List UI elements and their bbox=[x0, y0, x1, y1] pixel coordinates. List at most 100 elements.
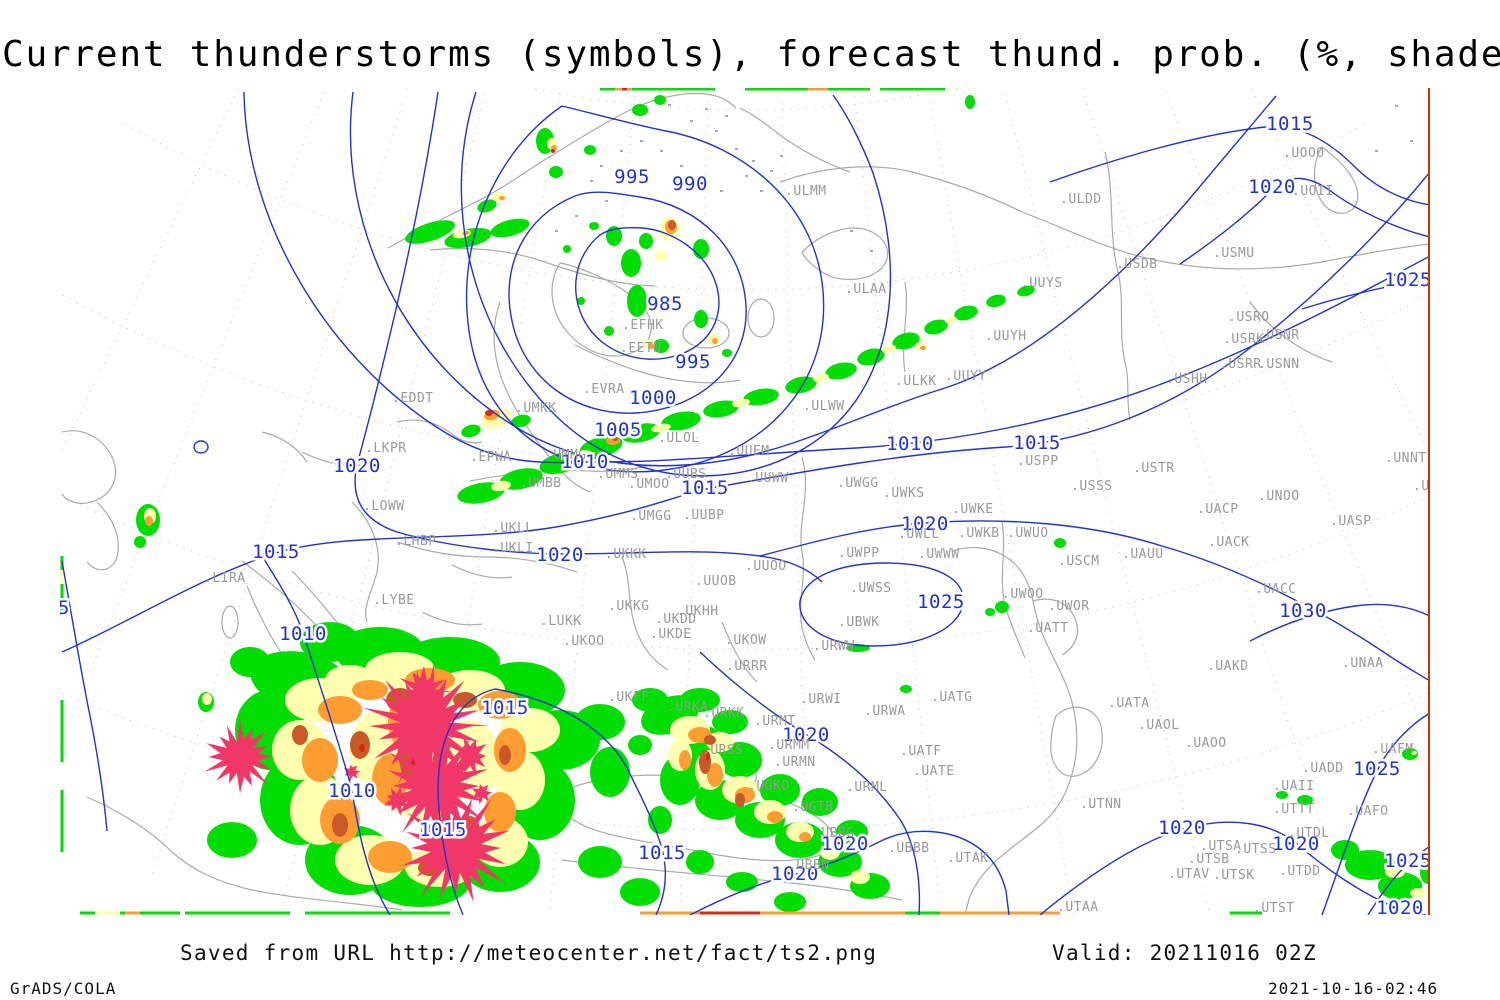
isobar-1010 bbox=[243, 91, 1430, 464]
terrain-speck bbox=[705, 108, 708, 110]
prob-shading-y bbox=[732, 398, 750, 408]
station-label: .UATE bbox=[913, 764, 955, 779]
saved-from-url-text: Saved from URL http://meteocenter.net/fa… bbox=[180, 941, 878, 965]
station-label: .USDB bbox=[1116, 257, 1158, 272]
station-label: .UAII bbox=[1273, 779, 1315, 794]
terrain-speck bbox=[660, 150, 663, 152]
station-label: .UADD bbox=[1302, 761, 1344, 776]
station-label: .UKLI bbox=[492, 541, 534, 556]
terrain-speck bbox=[575, 215, 578, 217]
coastline bbox=[799, 456, 816, 661]
station-label: .UMOO bbox=[628, 477, 670, 492]
prob-shading-g bbox=[695, 358, 707, 368]
graticule-meridian bbox=[853, 88, 942, 915]
prob-shading-g bbox=[461, 424, 481, 438]
coastline bbox=[493, 301, 591, 493]
isobar-label: 1025 bbox=[1353, 758, 1401, 780]
prob-shading-g bbox=[490, 218, 530, 238]
station-label: .UWGG bbox=[837, 476, 879, 491]
isobar-1030 bbox=[1249, 603, 1430, 642]
station-label: .UNAA bbox=[1342, 656, 1384, 671]
prob-shading-b bbox=[350, 731, 370, 759]
station-label: .UBBG bbox=[813, 826, 855, 841]
terrain-speck bbox=[605, 200, 608, 202]
station-label: .LHBP bbox=[395, 534, 437, 549]
coastline bbox=[1032, 598, 1079, 656]
station-label: .UNOO bbox=[1258, 489, 1300, 504]
station-label: .UKHH bbox=[677, 604, 719, 619]
prob-shading-r bbox=[359, 744, 365, 752]
station-label: .UKOW bbox=[725, 633, 767, 648]
station-label: .UUEM bbox=[728, 444, 770, 459]
station-label: .UMMS bbox=[597, 467, 639, 482]
isobar-label: 1010 bbox=[279, 623, 327, 645]
station-label: .UNBB bbox=[1413, 479, 1455, 494]
prob-shading-g bbox=[1017, 285, 1035, 297]
coastline bbox=[421, 611, 483, 626]
station-label: .ULOL bbox=[658, 431, 700, 446]
valid-time-text: Valid: 20211016 02Z bbox=[1052, 941, 1317, 965]
coastline bbox=[429, 247, 656, 287]
isobar-label: 1015 bbox=[419, 819, 467, 841]
station-label: .URKA bbox=[667, 700, 709, 715]
isobar-label: 1030 bbox=[1279, 600, 1327, 622]
coastline bbox=[747, 298, 775, 338]
station-label: .USTR bbox=[1133, 461, 1175, 476]
isobar-label: 1015 bbox=[638, 842, 686, 864]
prob-shading-g bbox=[578, 846, 622, 878]
prob-shading-g bbox=[825, 362, 857, 380]
station-label: .UTSA bbox=[1200, 839, 1242, 854]
prob-shading-g bbox=[1345, 850, 1395, 880]
prob-shading-g bbox=[836, 820, 868, 844]
isobar-1025 bbox=[1367, 845, 1430, 915]
station-label: .UACC bbox=[1255, 582, 1297, 597]
prob-shading-g bbox=[1276, 791, 1288, 799]
coastline bbox=[1104, 151, 1131, 421]
prob-shading-o bbox=[712, 338, 718, 344]
station-label: .LKPR bbox=[365, 441, 407, 456]
station-label: .USRK bbox=[1223, 332, 1265, 347]
coastline bbox=[682, 317, 730, 349]
isobar-label: 1005 bbox=[594, 419, 642, 441]
station-label: .UKKK bbox=[605, 547, 647, 562]
prob-shading-g bbox=[654, 95, 666, 105]
coastline bbox=[61, 430, 117, 504]
station-label: .USCM bbox=[1058, 554, 1100, 569]
station-label: .UUBP bbox=[683, 508, 725, 523]
coastline bbox=[1313, 146, 1359, 214]
coastline bbox=[387, 92, 737, 249]
prob-shading-g bbox=[743, 388, 779, 406]
station-label: .EPWA bbox=[470, 450, 512, 465]
terrain-speck bbox=[590, 180, 593, 182]
prob-shading-g bbox=[577, 297, 585, 305]
prob-shading-o bbox=[145, 516, 153, 526]
station-label: .URMT bbox=[754, 714, 796, 729]
station-label: .UOII bbox=[1292, 184, 1334, 199]
terrain-speck bbox=[770, 170, 773, 172]
isobar-label: 1020 bbox=[333, 455, 381, 477]
station-label: .USPP bbox=[1017, 454, 1059, 469]
prob-shading-g bbox=[726, 872, 758, 892]
graticule-parallel bbox=[528, 88, 962, 111]
station-label: .UAKD bbox=[1207, 659, 1249, 674]
isobar-label: 1015 bbox=[252, 541, 300, 563]
coastline bbox=[902, 281, 908, 373]
station-label: .UBBN bbox=[788, 858, 830, 873]
station-label: .USRR bbox=[1220, 357, 1262, 372]
prob-shading-g bbox=[986, 294, 1006, 308]
prob-shading-g bbox=[660, 755, 700, 805]
station-label: .UTAK bbox=[947, 851, 989, 866]
isobar-1025 bbox=[799, 562, 964, 647]
isobar-label: 1015 bbox=[1013, 432, 1061, 454]
prob-shading-o bbox=[318, 696, 362, 724]
prob-shading-g bbox=[802, 788, 838, 816]
isobar-1020 bbox=[759, 520, 1430, 682]
prob-shading-o bbox=[767, 811, 783, 823]
map-title: Current thunderstorms (symbols), forecas… bbox=[2, 34, 1500, 75]
station-label: .UUYS bbox=[1021, 276, 1063, 291]
coastline bbox=[396, 419, 483, 444]
prob-shading-g bbox=[628, 735, 652, 755]
coastline bbox=[261, 431, 308, 463]
station-label: .URWI bbox=[800, 692, 842, 707]
